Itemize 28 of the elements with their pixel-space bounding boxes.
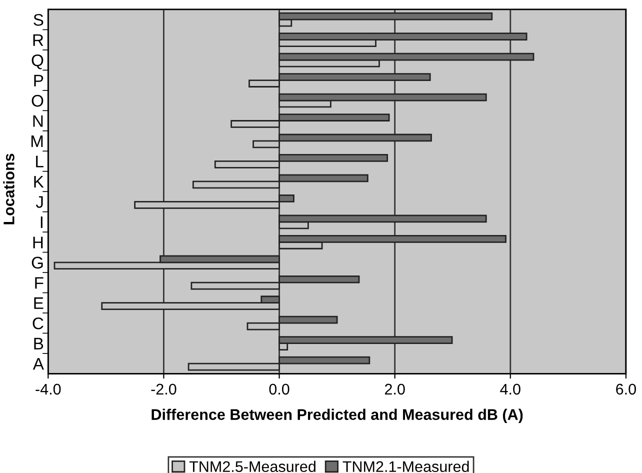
y-tick-label: M (31, 136, 43, 148)
y-tick-label: S (34, 14, 44, 26)
y-tick-label: N (33, 115, 43, 127)
y-tick-label: O (32, 94, 44, 107)
y-tick-label: A (32, 358, 44, 370)
y-tick-label: Q (32, 54, 44, 70)
y-tick-label: F (35, 277, 44, 289)
y-tick-label: H (33, 236, 43, 248)
y-tick-label: K (34, 176, 44, 188)
y-tick-label: E (34, 297, 44, 309)
x-tick-label: -4.0 (36, 384, 61, 395)
x-tick-label: 6.0 (616, 384, 636, 395)
legend-label: TNM2.1-Measured (342, 460, 469, 472)
y-tick-label: J (36, 196, 43, 208)
y-tick-label: G (32, 256, 43, 269)
x-tick-label: 2.0 (384, 384, 405, 395)
x-tick-label: 0.0 (269, 384, 290, 395)
y-tick-label: P (34, 74, 44, 86)
y-tick-label: B (34, 338, 44, 350)
legend-label: TNM2.5-Measured (189, 460, 316, 472)
y-axis-title: Locations (3, 154, 14, 224)
x-tick-label: 4.0 (500, 384, 520, 395)
y-tick-label: I (40, 216, 42, 228)
x-tick-label: -2.0 (151, 384, 176, 395)
y-tick-label: C (32, 317, 44, 330)
y-tick-label: R (33, 34, 44, 46)
x-axis-title: Difference Between Predicted and Measured dB (A) (152, 408, 523, 423)
y-tick-label: L (36, 156, 44, 168)
